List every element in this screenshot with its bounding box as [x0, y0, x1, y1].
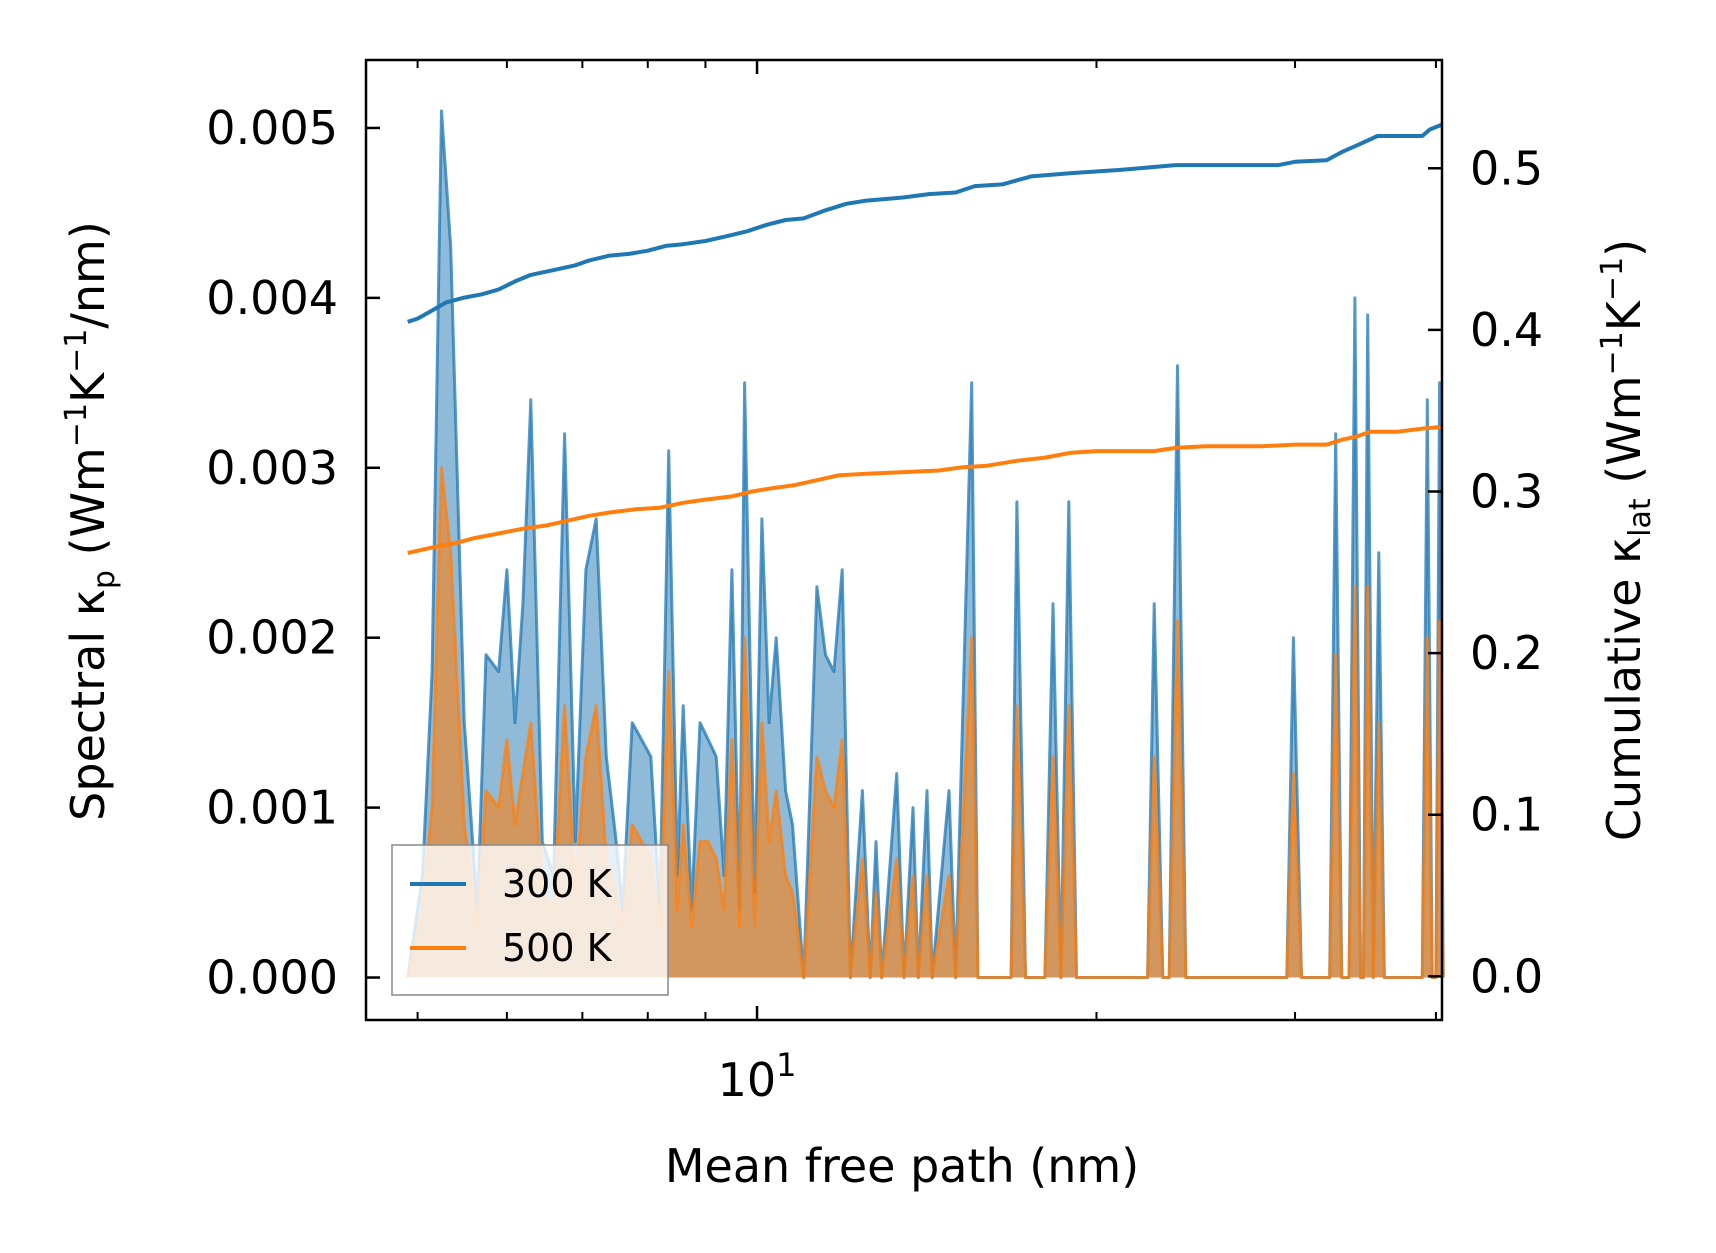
y-right-tick-label: 0.2: [1470, 626, 1543, 680]
x-tick-label: 101: [718, 1046, 797, 1107]
y-left-title-unit-open: (Wm: [61, 447, 115, 570]
y-right-tick-label: 0.0: [1470, 949, 1543, 1003]
cumulative-line-500k: [407, 424, 1443, 555]
y-left-title-unit-close: /nm): [61, 221, 115, 328]
series-line-layer: [407, 122, 1443, 555]
y-left-title-sup1: −1: [59, 403, 94, 447]
y-right-tick-label: 0.4: [1470, 303, 1543, 357]
y-left-tick-label: 0.000: [206, 951, 338, 1005]
y-right-tick-label: 0.3: [1470, 465, 1543, 519]
legend-box: [391, 844, 669, 996]
y-left-tick-label: 0.005: [206, 101, 338, 155]
y-right-title-k: K: [1597, 299, 1651, 331]
y-right-title-sup1: −1: [1595, 331, 1630, 375]
y-right-title-sup2: −1: [1595, 257, 1630, 301]
x-axis-title: Mean free path (nm): [665, 1139, 1139, 1193]
y-left-title-k: K: [61, 371, 115, 403]
y-right-tick-label: 0.5: [1470, 141, 1543, 195]
y-left-title-sup2: −1: [59, 329, 94, 373]
y-axis-right-title: Cumulative κlat (Wm−1K−1): [1595, 239, 1658, 841]
y-right-title-sub: lat: [1623, 498, 1658, 537]
y-left-title-base: Spectral κ: [61, 589, 115, 821]
y-right-title-unit-close: ): [1597, 239, 1651, 257]
y-left-title-sub: p: [87, 570, 122, 589]
axis-ticks: 101 0.000 0.001 0.002 0.003 0.004 0.005 0.0 0.1 0…: [206, 60, 1543, 1107]
cumulative-line-300k: [407, 122, 1443, 324]
legend-label-300k: 300 K: [502, 862, 613, 906]
y-left-tick-label: 0.001: [206, 781, 338, 835]
y-right-tick-label: 0.1: [1470, 788, 1543, 842]
y-right-title-unit-open: (Wm: [1597, 375, 1651, 498]
legend: 300 K 500 K: [391, 844, 669, 996]
plot-frame: [364, 58, 1444, 1022]
y-right-title-base: Cumulative κ: [1597, 537, 1651, 841]
legend-label-500k: 500 K: [502, 926, 613, 970]
y-left-tick-label: 0.003: [206, 441, 338, 495]
y-left-tick-label: 0.002: [206, 611, 338, 665]
y-axis-left-title: Spectral κp (Wm−1K−1/nm): [59, 221, 122, 821]
y-left-tick-label: 0.004: [206, 271, 338, 325]
